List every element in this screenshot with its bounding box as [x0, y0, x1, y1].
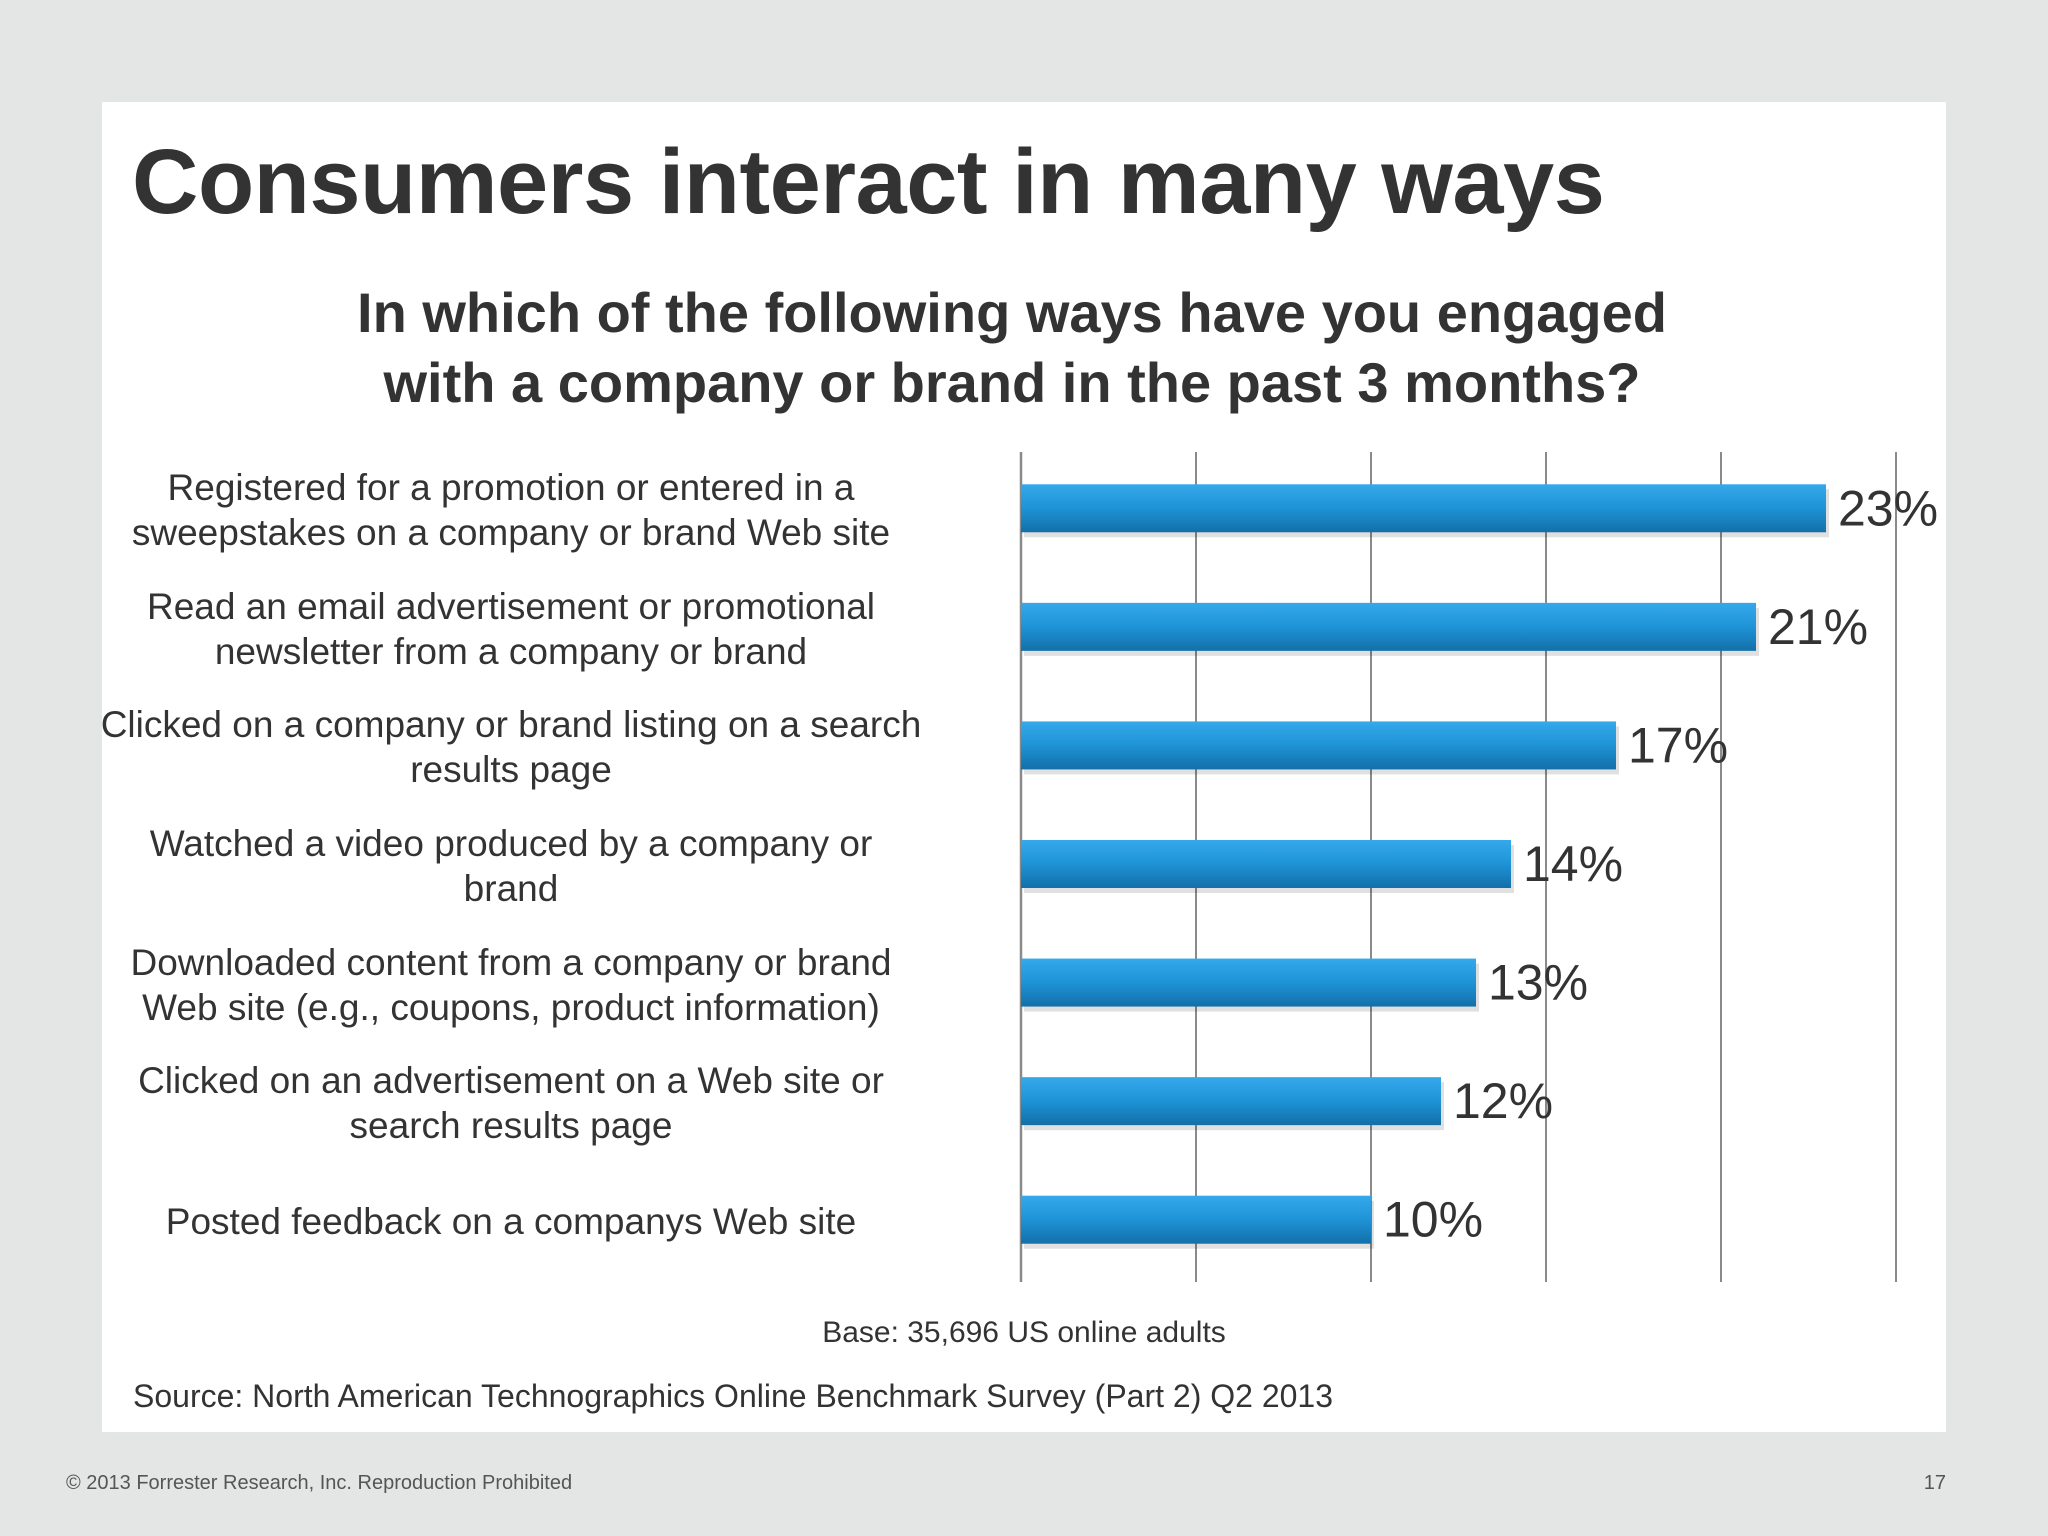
chart-title-line-2: with a company or brand in the past 3 mo… — [383, 351, 1641, 414]
category-label-line: sweepstakes on a company or brand Web si… — [131, 512, 891, 554]
category-label-line: Posted feedback on a companys Web site — [165, 1201, 857, 1243]
page-number: 17 — [1923, 1472, 1946, 1494]
bar — [1021, 1195, 1371, 1244]
category-label: Posted feedback on a companys Web site — [36, 1199, 986, 1244]
category-label-line: Clicked on a company or brand listing on… — [100, 704, 922, 746]
category-label: Clicked on a company or brand listing on… — [36, 702, 986, 792]
bar — [1021, 840, 1511, 888]
data-label: 23% — [1838, 480, 1938, 536]
category-label-line: newsletter from a company or brand — [214, 630, 808, 672]
category-label: Clicked on an advertisement on a Web sit… — [36, 1058, 986, 1148]
category-label: Downloaded content from a company or bra… — [36, 940, 986, 1030]
bar — [1021, 958, 1476, 1007]
category-label-line: Watched a video produced by a company or — [149, 823, 873, 864]
bars — [1021, 484, 1829, 1249]
data-label: 21% — [1768, 599, 1868, 655]
category-label: Watched a video produced by a company or… — [36, 821, 986, 911]
category-label-line: brand — [463, 868, 559, 909]
data-label: 12% — [1453, 1073, 1553, 1129]
chart-title: In which of the following ways have you … — [200, 278, 1824, 418]
bar — [1021, 602, 1756, 651]
data-label: 17% — [1628, 717, 1728, 773]
category-label-line: results page — [410, 749, 612, 791]
slide-title: Consumers interact in many ways — [132, 131, 1605, 233]
copyright-footer: © 2013 Forrester Research, Inc. Reproduc… — [66, 1472, 573, 1494]
data-labels: 23% 21% 17% 14% 13% 12% 10% — [1383, 480, 1938, 1247]
category-label: Registered for a promotion or entered in… — [36, 465, 986, 555]
category-label-line: search results page — [349, 1105, 673, 1147]
category-label-line: Read an email advertisement or promotion… — [146, 585, 876, 627]
base-note: Base: 35,696 US online adults — [822, 1316, 1226, 1349]
data-label: 13% — [1488, 955, 1588, 1011]
category-label-line: Web site (e.g., coupons, product informa… — [142, 986, 880, 1028]
data-label: 10% — [1383, 1192, 1483, 1248]
bar — [1021, 1077, 1441, 1126]
data-label: 14% — [1523, 836, 1623, 892]
category-label-line: Downloaded content from a company or bra… — [130, 941, 892, 983]
bar — [1021, 484, 1826, 533]
chart-title-line-1: In which of the following ways have you … — [357, 281, 1667, 344]
category-label: Read an email advertisement or promotion… — [36, 584, 986, 674]
source-note: Source: North American Technographics On… — [133, 1378, 1333, 1414]
category-label-line: Clicked on an advertisement on a Web sit… — [138, 1060, 884, 1102]
category-label-line: Registered for a promotion or entered in… — [167, 467, 855, 509]
bar — [1021, 721, 1616, 770]
